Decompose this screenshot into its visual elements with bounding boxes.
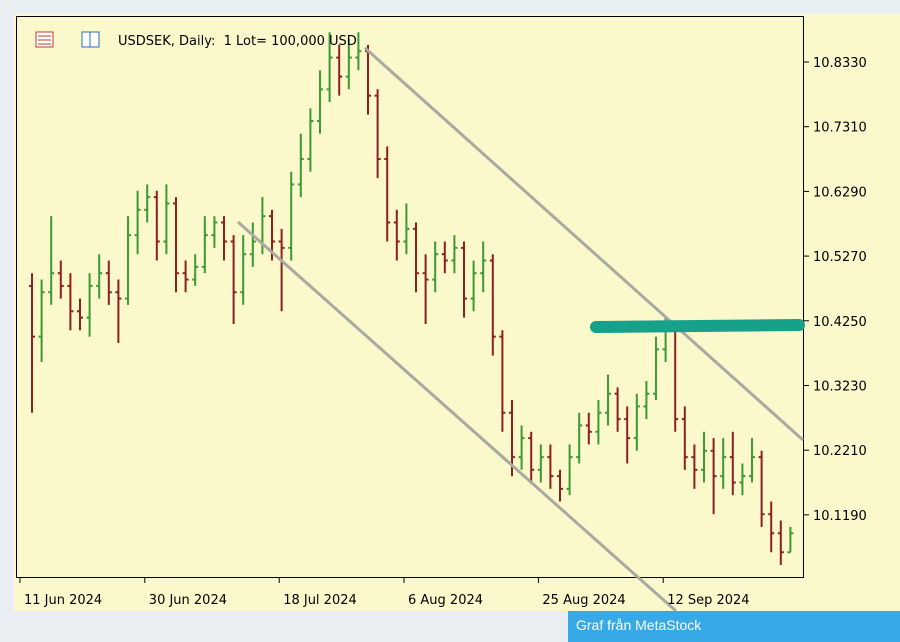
y-tick-label: 10.1190 <box>813 509 867 524</box>
y-tick-label: 10.3230 <box>813 379 867 394</box>
channel-upper <box>363 46 805 442</box>
title-icons <box>35 31 100 48</box>
bars <box>29 32 794 565</box>
channel-lower <box>237 220 677 611</box>
y-tick-label: 10.4250 <box>813 315 867 330</box>
x-tick-label: 12 Sep 2024 <box>667 593 749 608</box>
x-tick-label: 6 Aug 2024 <box>408 593 483 608</box>
x-tick-label: 25 Aug 2024 <box>542 593 625 608</box>
x-tick-label: 30 Jun 2024 <box>149 593 227 608</box>
y-tick-label: 10.2210 <box>813 444 867 459</box>
chart: USDSEK, Daily: 1 Lot= 100,000 USD 10.833… <box>14 14 900 611</box>
y-tick-label: 10.7310 <box>813 121 867 136</box>
y-tick-label: 10.5270 <box>813 250 867 265</box>
chart-title: USDSEK, Daily: 1 Lot= 100,000 USD <box>118 34 357 49</box>
plot-frame <box>16 16 804 578</box>
chart-background <box>14 14 900 611</box>
x-tick-label: 11 Jun 2024 <box>24 593 102 608</box>
resistance-line <box>590 319 805 333</box>
x-tick-label: 18 Jul 2024 <box>283 593 357 608</box>
y-tick-label: 10.6290 <box>813 185 867 200</box>
y-tick-label: 10.8330 <box>813 56 867 71</box>
watermark: Graf från MetaStock <box>568 611 900 642</box>
